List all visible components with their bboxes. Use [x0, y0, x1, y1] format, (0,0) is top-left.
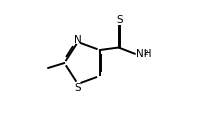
Text: N: N: [74, 35, 82, 44]
Text: S: S: [74, 83, 81, 93]
Text: S: S: [116, 15, 123, 25]
Text: 2: 2: [143, 50, 148, 56]
Text: NH: NH: [136, 49, 151, 59]
